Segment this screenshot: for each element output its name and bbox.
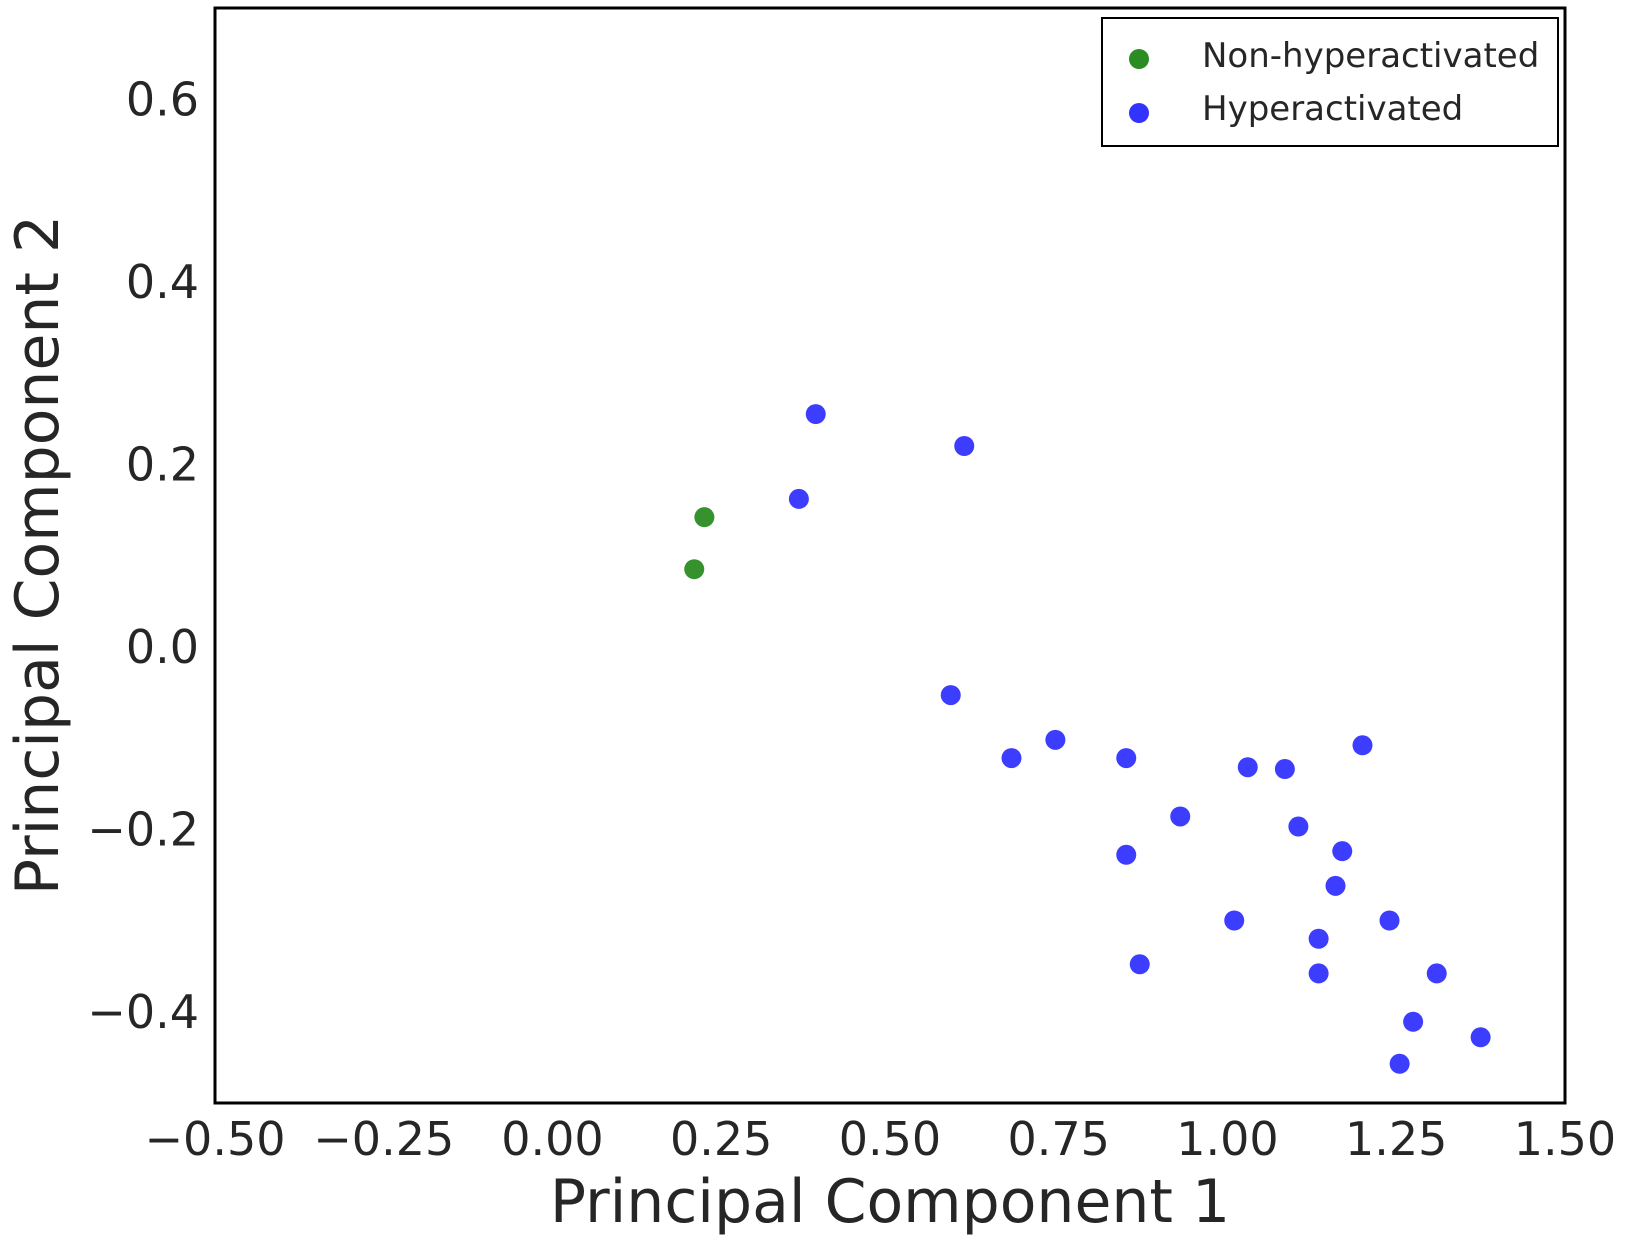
point-non-hyperactivated [694,507,715,528]
point-hyperactivated [1426,963,1447,984]
x-tick-label: 1.00 [1176,1112,1278,1166]
point-hyperactivated [1224,910,1245,931]
point-hyperactivated [1170,806,1191,827]
point-hyperactivated [788,488,809,509]
legend-label-hyperactivated: Hyperactivated [1202,89,1463,129]
point-hyperactivated [1116,844,1137,865]
point-hyperactivated [1288,816,1309,837]
x-tick-label: 0.25 [670,1112,772,1166]
y-tick-label: 0.6 [126,72,199,126]
point-hyperactivated [1001,748,1022,769]
point-hyperactivated [1352,735,1373,756]
y-tick-label: −0.4 [87,985,199,1039]
point-hyperactivated [1237,757,1258,778]
x-tick-label: 1.50 [1514,1112,1616,1166]
point-hyperactivated [1045,729,1066,750]
y-tick-label: 0.2 [126,437,199,491]
y-tick-label: 0.4 [126,255,199,309]
y-tick-label: −0.2 [87,802,199,856]
x-tick-label: 1.25 [1345,1112,1447,1166]
point-hyperactivated [954,436,975,456]
data-points [684,404,1491,1074]
legend-label-non-hyperactivated: Non-hyperactivated [1202,36,1539,76]
point-hyperactivated [1129,954,1150,975]
point-hyperactivated [1325,875,1346,896]
x-tick-label: −0.25 [313,1112,454,1166]
point-hyperactivated [1403,1011,1424,1032]
point-hyperactivated [1308,963,1329,984]
legend-marker-hyperactivated [1129,103,1149,123]
legend-box [1101,17,1559,147]
point-hyperactivated [1116,748,1137,769]
point-hyperactivated [1389,1053,1410,1074]
x-axis-ticks: −0.50 −0.25 0.00 0.25 0.50 0.75 1.00 1.25 1.50 [145,1112,1617,1166]
x-tick-label: −0.50 [145,1112,286,1166]
point-hyperactivated [940,685,961,706]
y-tick-label: 0.0 [126,620,199,674]
x-tick-label: 0.00 [501,1112,603,1166]
y-axis-ticks: −0.4 −0.2 0.0 0.2 0.4 0.6 [87,72,199,1039]
point-non-hyperactivated [684,559,705,580]
x-tick-label: 0.75 [1008,1112,1110,1166]
legend: Non-hyperactivated Hyperactivated [1101,17,1559,147]
y-axis-label: Principal Component 2 [3,215,73,895]
point-hyperactivated [1332,841,1353,862]
point-hyperactivated [1379,910,1400,931]
point-hyperactivated [1308,928,1329,949]
point-hyperactivated [805,404,826,425]
point-hyperactivated [1470,1027,1491,1048]
point-hyperactivated [1274,759,1295,780]
x-tick-label: 0.50 [839,1112,941,1166]
legend-marker-non-hyperactivated [1129,49,1149,69]
x-axis-label: Principal Component 1 [550,1167,1230,1237]
plot-area [213,6,1567,1105]
